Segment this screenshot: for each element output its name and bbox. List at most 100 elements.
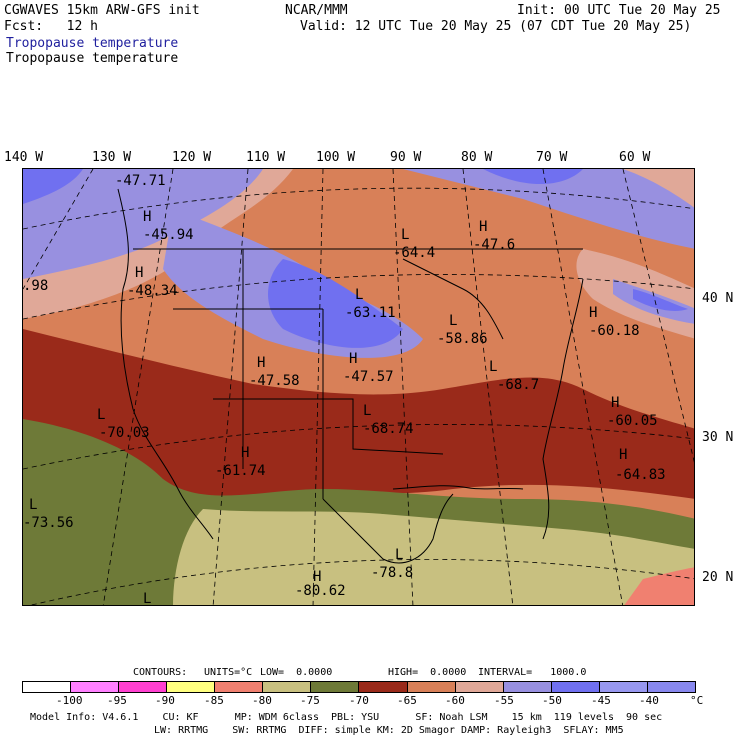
lon-label: 60 W — [619, 150, 651, 165]
lon-label: 110 W — [246, 150, 286, 165]
contours-units: UNITS=°C — [204, 667, 253, 678]
map-center: L — [449, 313, 457, 329]
map-value: -70.03 — [99, 425, 150, 441]
band-minus45-north — [268, 259, 403, 348]
map-value: -61.74 — [215, 463, 266, 479]
map-center: L — [401, 227, 409, 243]
map-value: -47.71 — [115, 173, 166, 189]
color-swatch — [262, 681, 312, 693]
color-swatch — [502, 681, 552, 693]
color-swatch — [646, 681, 696, 693]
color-swatch — [358, 681, 408, 693]
color-swatch — [118, 681, 168, 693]
scale-tick: -50 — [542, 694, 562, 707]
lon-label: 100 W — [316, 150, 356, 165]
map-value: -58.86 — [437, 331, 488, 347]
map-center: H — [135, 265, 143, 281]
band-minus45-ne — [483, 169, 583, 184]
map-value: -63.11 — [345, 305, 396, 321]
color-swatch — [550, 681, 600, 693]
map-center: L — [97, 407, 105, 423]
tropopause-temperature-map: -47.71 H -45.94 H -48.34 L -64.4 H -47.6… — [22, 168, 695, 606]
model-info-line2: LW: RRTMG SW: RRTMG DIFF: simple KM: 2D … — [154, 725, 624, 736]
field-title-secondary: Tropopause temperature — [6, 51, 179, 66]
map-value: -47.57 — [343, 369, 394, 385]
scale-tick: -90 — [155, 694, 175, 707]
color-swatch — [598, 681, 648, 693]
organization: NCAR/MMM — [285, 3, 348, 18]
band-minus80 — [624, 567, 694, 605]
scale-tick: -85 — [204, 694, 224, 707]
map-value: -45.94 — [143, 227, 194, 243]
pressure-center-labels: -47.71 H -45.94 H -48.34 L -64.4 H -47.6… — [23, 173, 666, 606]
map-value: -48.34 — [127, 283, 178, 299]
map-value: .98 — [23, 278, 48, 294]
scale-tick: -40 — [639, 694, 659, 707]
color-swatch — [406, 681, 456, 693]
map-value: -68.7 — [497, 377, 539, 393]
map-center: H — [589, 305, 597, 321]
scale-tick: -75 — [300, 694, 320, 707]
map-value: -60.18 — [589, 323, 640, 339]
scale-tick: -60 — [445, 694, 465, 707]
model-info-line1: Model Info: V4.6.1 CU: KF MP: WDM 6class… — [30, 712, 663, 723]
band-minus45-east — [633, 289, 688, 311]
scale-tick: -95 — [107, 694, 127, 707]
lon-label: 70 W — [536, 150, 568, 165]
map-center: H — [479, 219, 487, 235]
map-center: L — [489, 359, 497, 375]
lat-label: 30 N — [702, 430, 734, 445]
map-center: L — [29, 497, 37, 513]
scale-tick: -100 — [56, 694, 83, 707]
band-minus75 — [173, 509, 694, 605]
map-value: -47.6 — [473, 237, 515, 253]
map-value: -68.74 — [363, 421, 414, 437]
color-swatch — [22, 681, 72, 693]
scale-tick: -65 — [397, 694, 417, 707]
scale-tick: -70 — [349, 694, 369, 707]
map-center: H — [619, 447, 627, 463]
map-center: L — [363, 403, 371, 419]
map-value: -47.58 — [249, 373, 300, 389]
map-center: L — [355, 287, 363, 303]
contours-label: CONTOURS: — [133, 667, 188, 678]
lon-label: 80 W — [461, 150, 493, 165]
color-swatch — [166, 681, 216, 693]
map-center: H — [257, 355, 265, 371]
map-center: L — [143, 591, 151, 606]
lon-label: 130 W — [92, 150, 132, 165]
scale-tick: -55 — [494, 694, 514, 707]
valid-time: Valid: 12 UTC Tue 20 May 25 (07 CDT Tue … — [300, 19, 692, 34]
contours-high: HIGH= 0.0000 — [388, 667, 467, 678]
model-title: CGWAVES 15km ARW-GFS init — [4, 3, 200, 18]
color-swatch — [310, 681, 360, 693]
field-title-primary: Tropopause temperature — [6, 36, 179, 51]
scale-unit: °C — [690, 694, 704, 707]
map-center: H — [313, 569, 321, 585]
map-center: H — [241, 445, 249, 461]
map-center: H — [349, 351, 357, 367]
lon-label: 120 W — [172, 150, 212, 165]
map-value: -78.8 — [371, 565, 413, 581]
map-value: -73.56 — [23, 515, 74, 531]
map-center: H — [611, 395, 619, 411]
color-swatch — [214, 681, 264, 693]
contours-interval: INTERVAL= 1000.0 — [478, 667, 587, 678]
map-value: -80.62 — [295, 583, 346, 599]
forecast-hour: Fcst: 12 h — [4, 19, 98, 34]
init-time: Init: 00 UTC Tue 20 May 25 — [517, 3, 721, 18]
band-minus50-west — [23, 169, 263, 279]
lat-label: 40 N — [702, 291, 734, 306]
color-swatch — [454, 681, 504, 693]
contours-low: LOW= 0.0000 — [260, 667, 333, 678]
map-value: -60.05 — [607, 413, 658, 429]
map-center: L — [395, 547, 403, 563]
lon-label: 140 W — [4, 150, 44, 165]
band-minus65 — [23, 329, 694, 501]
band-minus50-ne — [403, 169, 694, 249]
band-minus45-west — [23, 169, 83, 204]
lat-label: 20 N — [702, 570, 734, 585]
map-value: -64.4 — [393, 245, 435, 261]
map-value: -64.83 — [615, 467, 666, 483]
lon-label: 90 W — [390, 150, 422, 165]
